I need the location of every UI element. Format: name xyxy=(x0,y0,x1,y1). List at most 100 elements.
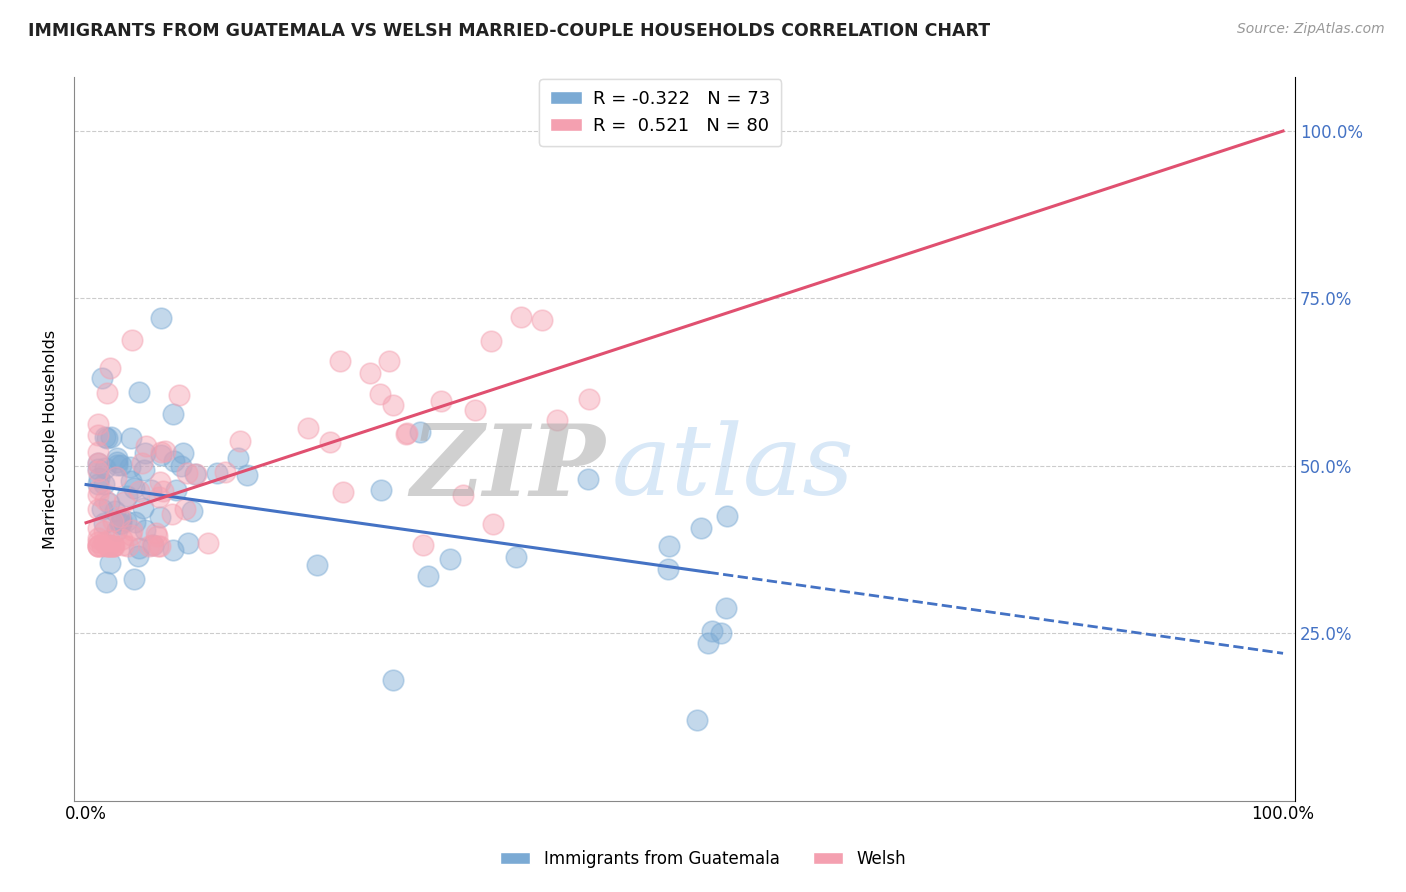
Point xyxy=(160,507,183,521)
Point xyxy=(176,466,198,480)
Point xyxy=(197,536,219,550)
Point xyxy=(110,458,132,473)
Point xyxy=(87,464,110,478)
Text: atlas: atlas xyxy=(612,420,853,516)
Point xyxy=(103,514,125,528)
Point xyxy=(128,541,150,556)
Point xyxy=(214,465,236,479)
Point xyxy=(546,412,568,426)
Point xyxy=(87,417,110,431)
Point xyxy=(696,636,718,650)
Point xyxy=(578,392,600,406)
Point xyxy=(131,456,153,470)
Point xyxy=(87,445,110,459)
Point xyxy=(464,402,486,417)
Point xyxy=(120,459,142,474)
Point xyxy=(121,333,143,347)
Y-axis label: Married-couple Households: Married-couple Households xyxy=(44,329,58,549)
Text: ZIP: ZIP xyxy=(411,420,605,516)
Point xyxy=(105,458,128,472)
Point xyxy=(155,444,177,458)
Point xyxy=(658,539,681,553)
Point xyxy=(226,450,249,465)
Point xyxy=(131,501,153,516)
Point xyxy=(121,523,143,537)
Point xyxy=(149,448,172,462)
Point xyxy=(114,495,136,509)
Point xyxy=(332,485,354,500)
Point xyxy=(105,470,128,484)
Point xyxy=(87,539,110,553)
Point xyxy=(112,538,135,552)
Point xyxy=(167,388,190,402)
Point xyxy=(163,454,186,468)
Point xyxy=(297,421,319,435)
Point xyxy=(90,539,112,553)
Point xyxy=(108,509,131,524)
Point xyxy=(135,439,157,453)
Point xyxy=(115,489,138,503)
Point xyxy=(93,477,115,491)
Point xyxy=(174,501,197,516)
Point xyxy=(229,434,252,448)
Point xyxy=(657,562,679,576)
Point xyxy=(141,538,163,552)
Point xyxy=(128,384,150,399)
Point xyxy=(576,472,599,486)
Point xyxy=(87,531,110,545)
Point xyxy=(90,502,112,516)
Point xyxy=(150,311,173,326)
Point xyxy=(87,501,110,516)
Point xyxy=(120,431,142,445)
Point xyxy=(98,539,121,553)
Text: IMMIGRANTS FROM GUATEMALA VS WELSH MARRIED-COUPLE HOUSEHOLDS CORRELATION CHART: IMMIGRANTS FROM GUATEMALA VS WELSH MARRI… xyxy=(28,22,990,40)
Legend: R = -0.322   N = 73, R =  0.521   N = 80: R = -0.322 N = 73, R = 0.521 N = 80 xyxy=(538,79,782,146)
Point xyxy=(122,481,145,495)
Point xyxy=(170,458,193,473)
Point xyxy=(184,467,207,481)
Point xyxy=(162,407,184,421)
Point xyxy=(370,483,392,497)
Point xyxy=(145,529,167,543)
Point xyxy=(87,456,110,470)
Point xyxy=(105,451,128,466)
Point xyxy=(510,310,533,324)
Point xyxy=(139,483,162,497)
Point xyxy=(172,446,194,460)
Point xyxy=(87,521,110,535)
Point xyxy=(716,508,738,523)
Point xyxy=(103,539,125,553)
Point xyxy=(98,557,121,571)
Point xyxy=(235,468,257,483)
Point xyxy=(710,626,733,640)
Point xyxy=(105,455,128,469)
Point xyxy=(482,516,505,531)
Point xyxy=(685,713,707,727)
Point xyxy=(87,534,110,549)
Point xyxy=(98,495,121,509)
Point xyxy=(105,524,128,538)
Point xyxy=(87,477,110,491)
Point xyxy=(98,361,121,376)
Point xyxy=(96,385,118,400)
Point xyxy=(689,521,711,535)
Point xyxy=(430,393,453,408)
Text: Source: ZipAtlas.com: Source: ZipAtlas.com xyxy=(1237,22,1385,37)
Point xyxy=(150,444,173,458)
Point xyxy=(329,354,352,368)
Point xyxy=(87,539,110,553)
Legend: Immigrants from Guatemala, Welsh: Immigrants from Guatemala, Welsh xyxy=(494,844,912,875)
Point xyxy=(714,601,737,615)
Point xyxy=(90,371,112,385)
Point xyxy=(94,461,117,475)
Point xyxy=(128,483,150,498)
Point xyxy=(162,543,184,558)
Point xyxy=(103,539,125,553)
Point xyxy=(93,524,115,538)
Point xyxy=(377,354,399,368)
Point xyxy=(165,483,187,497)
Point xyxy=(110,516,132,530)
Point xyxy=(124,515,146,529)
Point xyxy=(479,334,502,348)
Point xyxy=(318,435,340,450)
